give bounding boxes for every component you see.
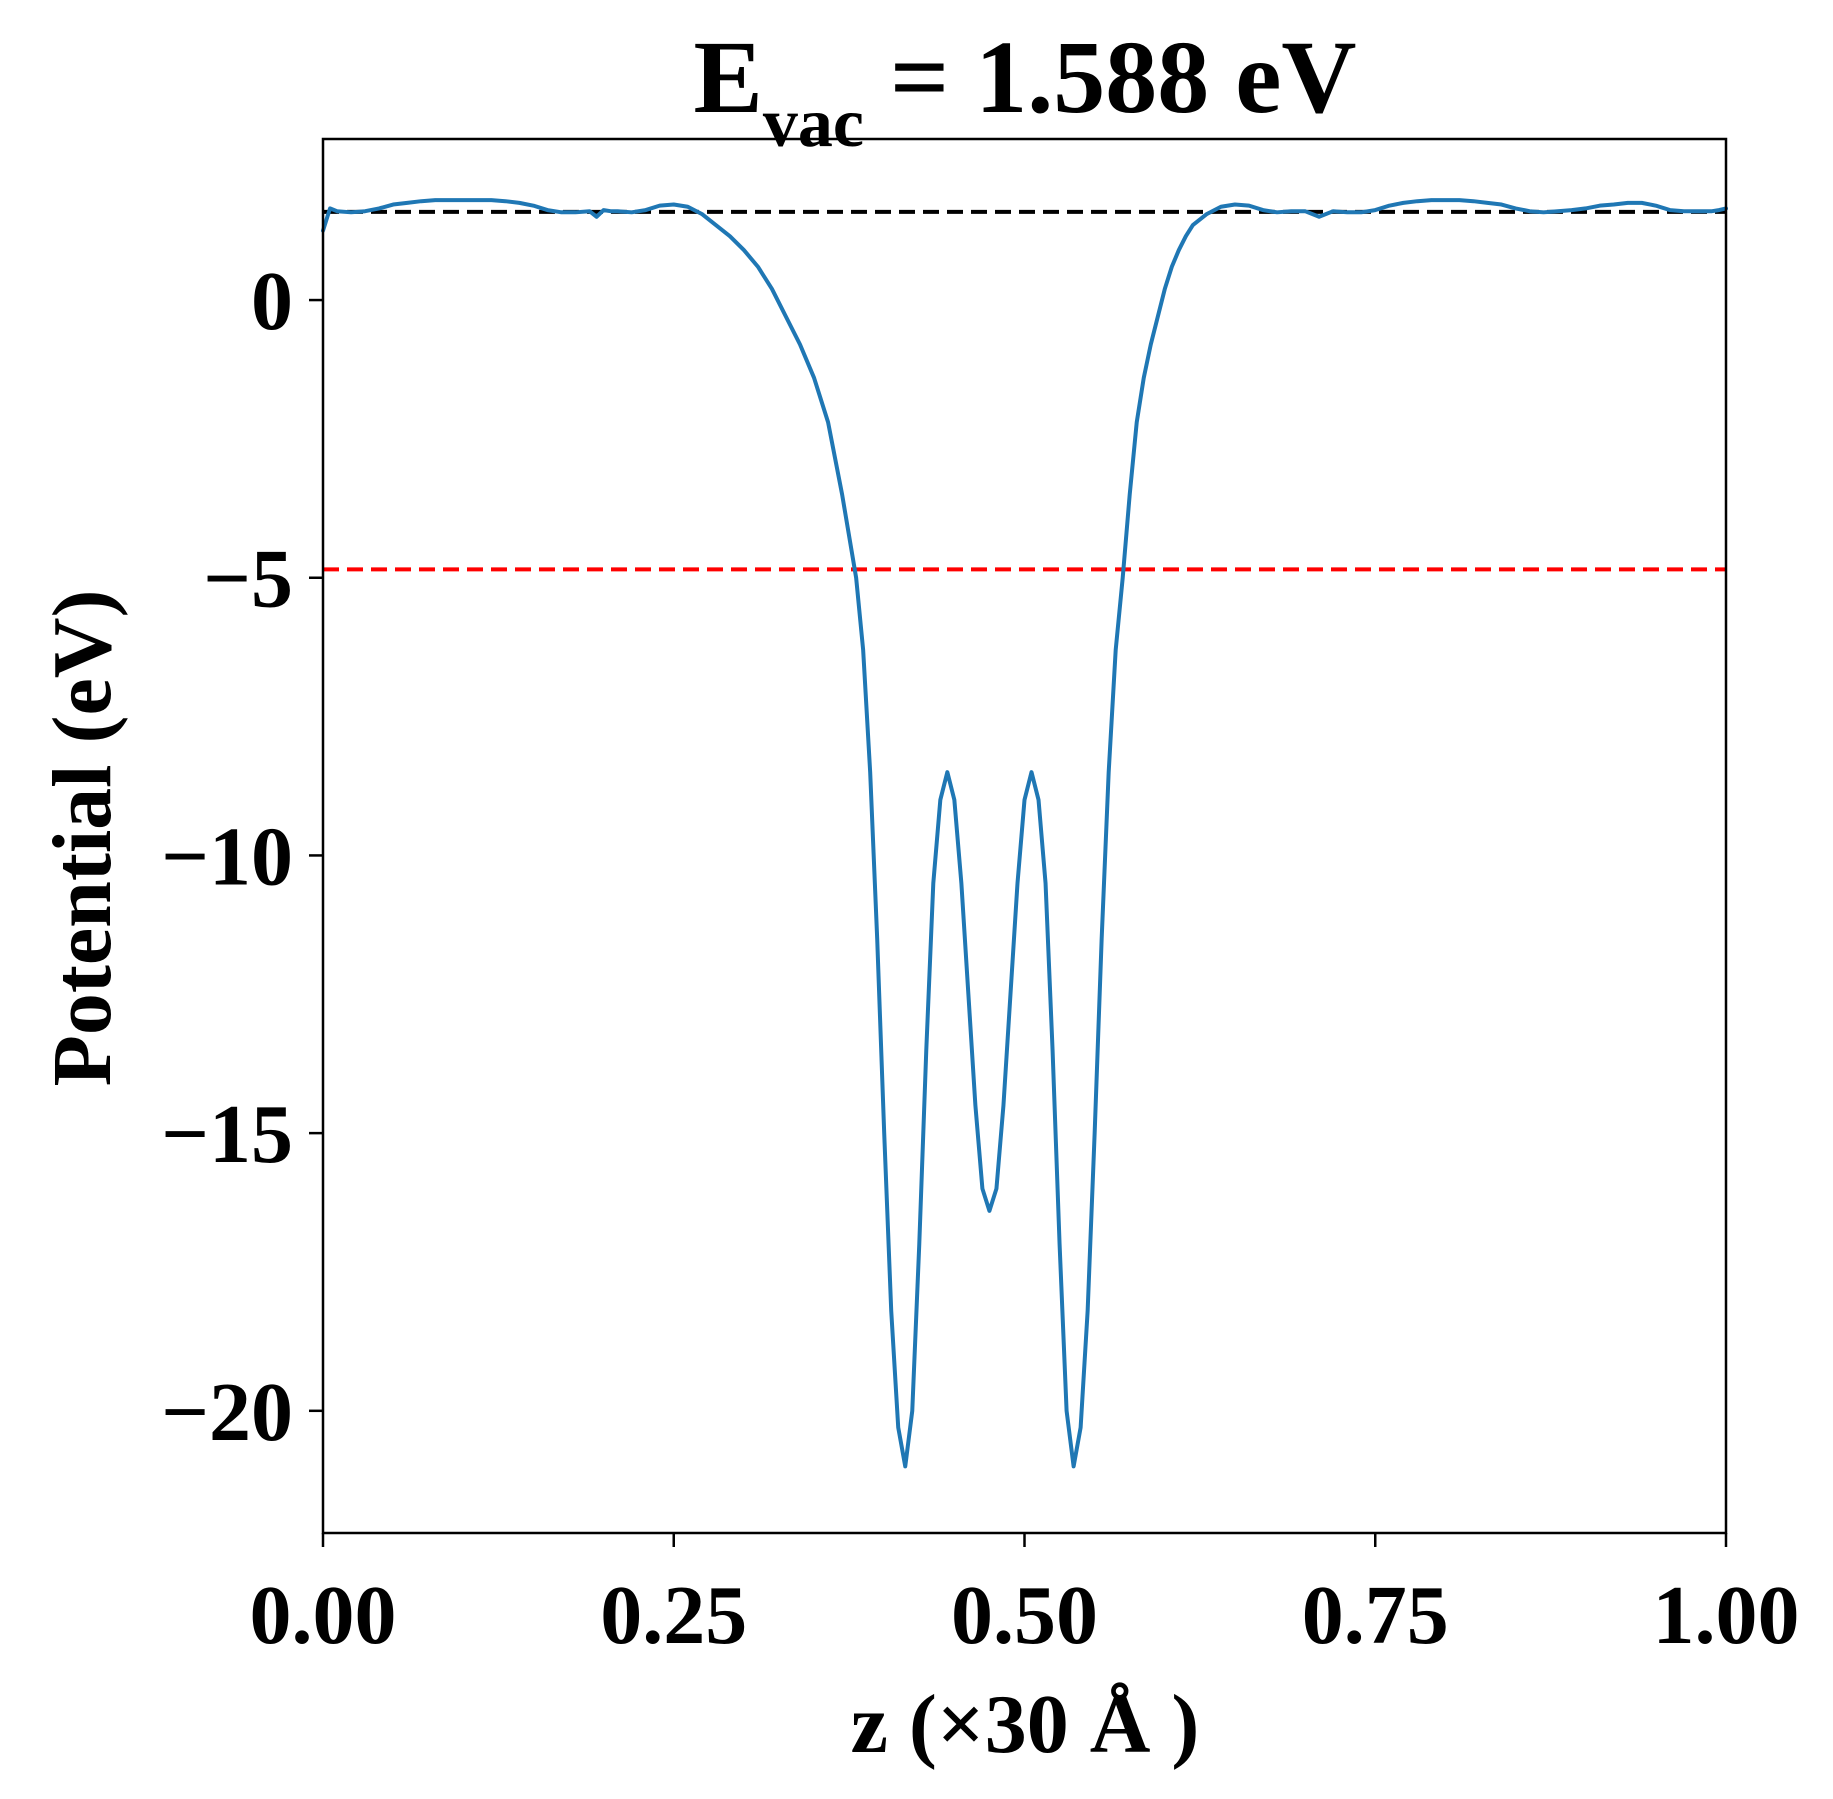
y-axis-title: Potential (eV) — [36, 590, 129, 1087]
reference-lines — [323, 209, 1726, 572]
y-tick-label-3: −15 — [161, 1088, 293, 1181]
chart-title-subscript: vac — [763, 85, 864, 162]
x-axis-ticks: 0.00 0.25 0.50 0.75 1.00 — [250, 1533, 1800, 1662]
chart-title-symbol: E — [694, 20, 763, 135]
x-tick-label-2: 0.50 — [951, 1569, 1098, 1662]
y-tick-label-0: 0 — [251, 255, 293, 348]
x-tick-label-3: 0.75 — [1302, 1569, 1449, 1662]
chart-title: Evac = 1.588 eV — [694, 20, 1357, 162]
x-tick-label-1: 0.25 — [600, 1569, 747, 1662]
series-layer — [321, 198, 1728, 1469]
x-tick-label-0: 0.00 — [250, 1569, 397, 1662]
y-tick-label-2: −10 — [161, 810, 293, 903]
series-line-0 — [321, 198, 1728, 1469]
y-tick-label-1: −5 — [203, 533, 293, 626]
x-axis-title: z (×30 Å ) — [851, 1678, 1200, 1771]
chart-title-rest: = 1.588 eV — [864, 20, 1357, 135]
y-axis-ticks: 0 −5 −10 −15 −20 — [161, 255, 323, 1459]
y-tick-label-4: −20 — [161, 1366, 293, 1459]
x-tick-label-4: 1.00 — [1653, 1569, 1800, 1662]
